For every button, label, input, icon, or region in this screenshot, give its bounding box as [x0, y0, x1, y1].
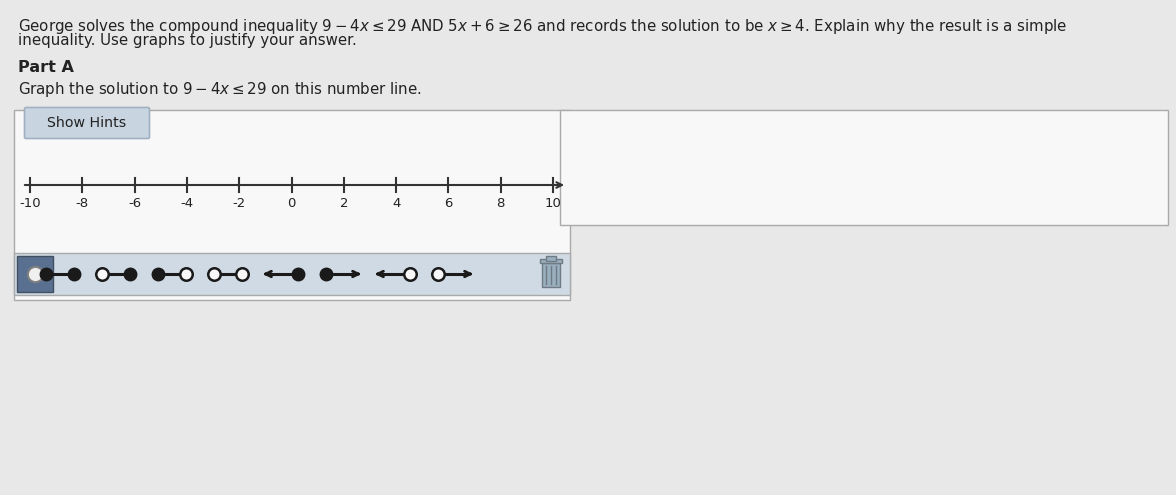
Text: -8: -8	[75, 197, 89, 210]
Bar	[560, 110, 1168, 225]
Text: 0: 0	[287, 197, 295, 210]
Bar	[542, 263, 560, 287]
Text: -10: -10	[19, 197, 41, 210]
Text: 2: 2	[340, 197, 348, 210]
Text: inequality. Use graphs to justify your answer.: inequality. Use graphs to justify your a…	[18, 33, 356, 48]
Bar	[540, 259, 562, 263]
Bar	[16, 256, 53, 292]
Text: Show Hints: Show Hints	[47, 116, 127, 130]
Text: -4: -4	[180, 197, 194, 210]
Text: 4: 4	[392, 197, 400, 210]
Text: -2: -2	[233, 197, 246, 210]
Text: Part A: Part A	[18, 60, 74, 75]
Bar	[14, 253, 570, 295]
FancyBboxPatch shape	[25, 107, 149, 139]
Bar	[546, 256, 556, 261]
Bar	[14, 110, 570, 300]
Text: 10: 10	[544, 197, 561, 210]
Text: 6: 6	[445, 197, 453, 210]
Text: George solves the compound inequality $9-4x\leq 29$ AND $5x+6\geq 26$ and record: George solves the compound inequality $9…	[18, 17, 1068, 36]
Text: Graph the solution to $9-4x\leq 29$ on this number line.: Graph the solution to $9-4x\leq 29$ on t…	[18, 80, 422, 99]
Text: -6: -6	[128, 197, 141, 210]
Text: 8: 8	[496, 197, 505, 210]
